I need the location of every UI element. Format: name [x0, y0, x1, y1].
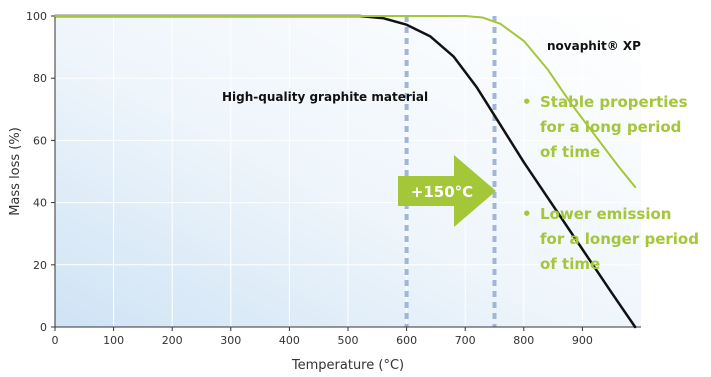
y-tick-label: 100	[26, 10, 47, 23]
annotation-line: for a long period	[540, 118, 681, 136]
y-tick-label: 40	[33, 197, 47, 210]
annotation-line: Lower emission	[540, 205, 671, 223]
novaphit-curve	[54, 15, 637, 189]
graphite-curve	[53, 14, 637, 329]
x-tick-label: 500	[338, 334, 359, 347]
y-axis-title: Mass loss (%)	[8, 127, 23, 216]
x-tick-label: 900	[572, 334, 593, 347]
x-tick-label: 400	[279, 334, 300, 347]
annotation-line: of time	[540, 255, 600, 273]
x-tick-label: 600	[396, 334, 417, 347]
y-tick-label: 80	[33, 72, 47, 85]
arrow-shape	[398, 155, 496, 227]
annotation-bullet: •	[522, 93, 532, 111]
tick-labels: 0 100 200 300 400 500 600 700 800 900 0 20 40 60 80 100	[26, 10, 593, 347]
temperature-arrow: +150°C	[398, 155, 496, 227]
y-tick-label: 0	[40, 321, 47, 334]
x-tick-label: 300	[220, 334, 241, 347]
x-tick-label: 100	[103, 334, 124, 347]
annotation-line: of time	[540, 143, 600, 161]
x-tick-label: 800	[513, 334, 534, 347]
axes	[51, 15, 641, 331]
annotation-line: Stable properties	[540, 93, 688, 111]
x-tick-label: 700	[455, 334, 476, 347]
x-tick-label: 200	[162, 334, 183, 347]
annotation-line: for a longer period	[540, 230, 699, 248]
arrow-label: +150°C	[411, 183, 473, 201]
annotation-bullet: •	[522, 205, 532, 223]
series-lines	[53, 14, 637, 329]
temperature-markers	[404, 16, 497, 327]
y-tick-label: 20	[33, 259, 47, 272]
x-axis-title: Temperature (°C)	[291, 358, 404, 373]
series-label-graphite: High-quality graphite material	[222, 90, 428, 104]
x-tick-label: 0	[52, 334, 59, 347]
chart-labels: Temperature (°C) Mass loss (%) High-qualit…	[8, 39, 699, 373]
y-tick-label: 60	[33, 134, 47, 147]
series-label-novaphit: novaphit® XP	[547, 39, 641, 53]
